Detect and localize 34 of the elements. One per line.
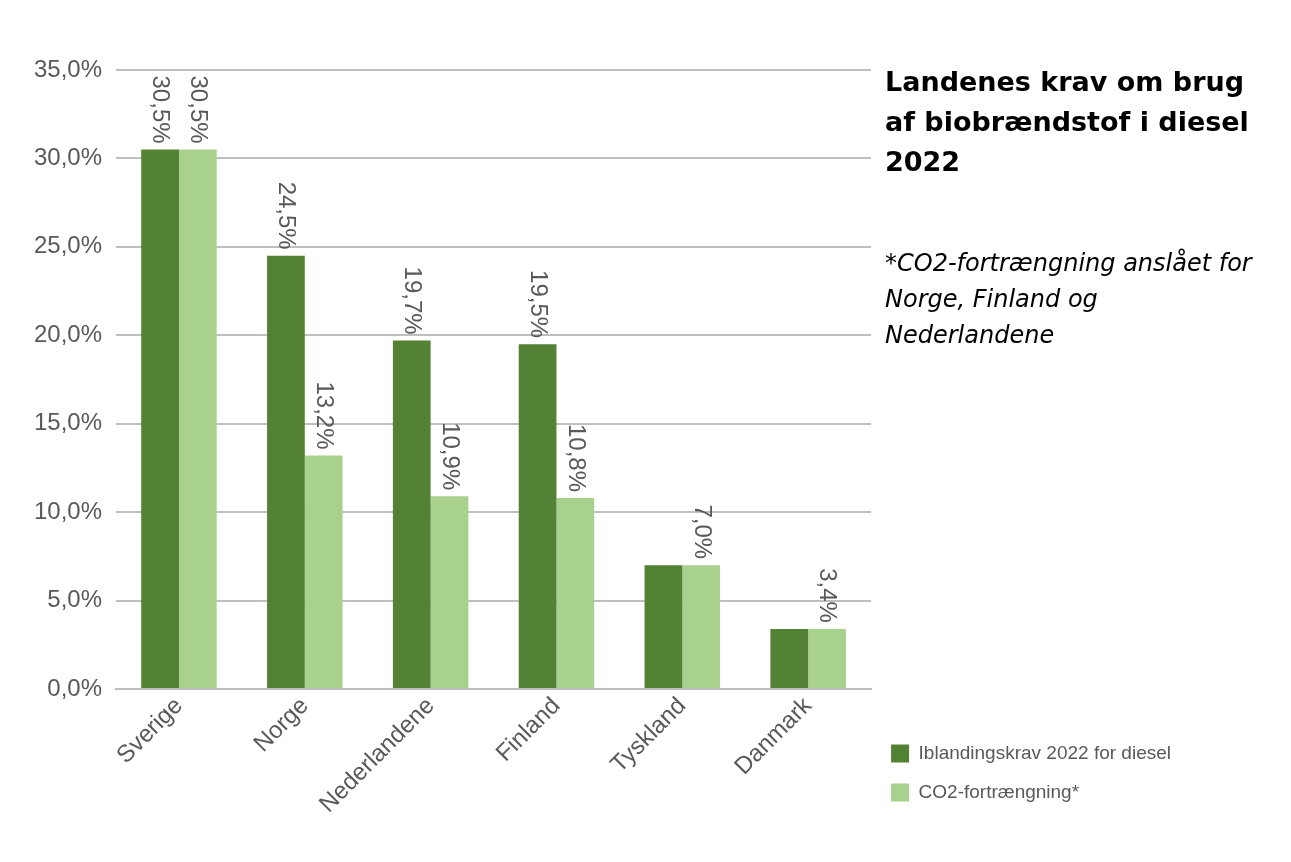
data-label: 3,4% <box>815 568 843 623</box>
legend-label: Iblandingskrav 2022 for diesel <box>918 741 1171 763</box>
y-tick-label: 30,0% <box>33 143 103 171</box>
bar <box>267 255 305 689</box>
y-tick-label: 25,0% <box>33 231 103 259</box>
bar <box>770 628 809 689</box>
y-tick-label: 5,0% <box>47 585 103 613</box>
data-label: 19,5% <box>525 270 553 339</box>
text: *CO2-fortrængning anslået for Norge, Finland og Nederlandene <box>885 247 1254 351</box>
bar <box>518 344 557 689</box>
data-label: 19,7% <box>400 266 428 335</box>
data-label: 7,0% <box>689 504 717 560</box>
bar <box>304 455 343 689</box>
data-label: 30,5% <box>186 75 214 144</box>
bar <box>644 565 683 689</box>
bar <box>392 340 431 689</box>
bar <box>430 496 469 689</box>
text: Landenes krav om brug af biobrændstof i diesel 2022 <box>885 65 1250 179</box>
data-label: 10,9% <box>437 422 465 491</box>
y-tick-label: 35,0% <box>33 54 103 82</box>
y-tick-label: 20,0% <box>33 319 103 347</box>
data-label: 24,5% <box>274 181 302 250</box>
bar <box>808 628 846 689</box>
data-label: 10,8% <box>563 423 591 492</box>
y-tick-label: 10,0% <box>33 496 103 524</box>
bar <box>178 149 217 689</box>
bar <box>682 565 721 689</box>
data-label: 13,2% <box>312 381 340 450</box>
data-label: 30,5% <box>148 75 176 144</box>
y-tick-label: 0,0% <box>47 673 103 701</box>
legend-label: CO2-fortrængning* <box>918 780 1080 802</box>
bar <box>141 149 179 689</box>
y-tick-label: 15,0% <box>33 408 103 436</box>
bar <box>556 498 595 689</box>
